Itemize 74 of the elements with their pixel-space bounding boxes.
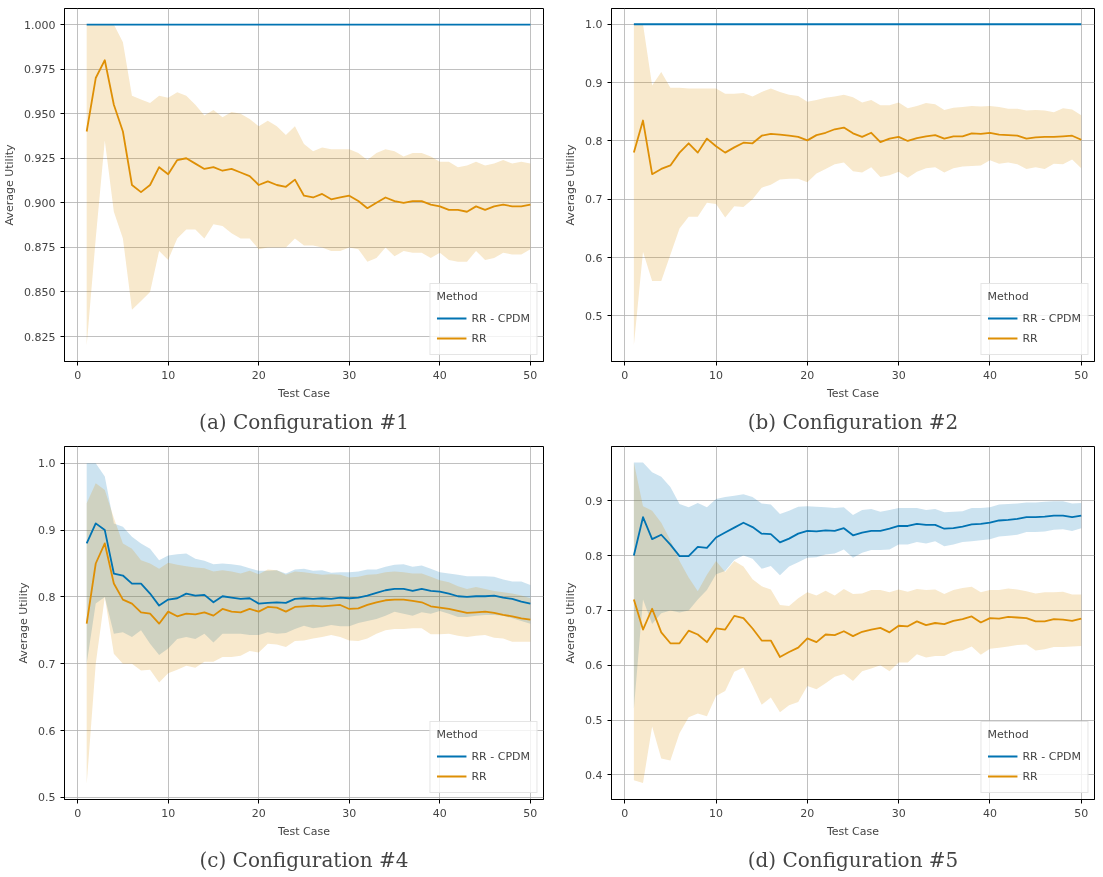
y-tick-label: 0.5 bbox=[585, 309, 603, 323]
x-tick-label: 30 bbox=[342, 368, 357, 382]
y-tick-label: 1.0 bbox=[585, 18, 603, 32]
y-tick-label: 0.825 bbox=[24, 330, 56, 344]
y-tick-label: 0.950 bbox=[24, 107, 56, 121]
legend-label: RR bbox=[1022, 769, 1039, 783]
y-tick-label: 0.7 bbox=[585, 193, 603, 207]
y-tick-label: 0.850 bbox=[24, 285, 56, 299]
legend-label: RR bbox=[1022, 331, 1039, 345]
legend-label: RR bbox=[471, 331, 488, 345]
x-tick-label: 10 bbox=[709, 368, 724, 382]
y-tick-label: 0.8 bbox=[38, 590, 56, 604]
y-tick-label: 0.875 bbox=[24, 241, 56, 255]
legend-title: Method bbox=[987, 290, 1030, 303]
y-tick-label: 1.0 bbox=[38, 457, 56, 471]
text: (d) Configuration #5 bbox=[747, 847, 959, 872]
x-tick-label: 40 bbox=[432, 368, 447, 382]
x-axis-title: Test Case bbox=[276, 824, 331, 838]
y-tick-label: 0.8 bbox=[585, 549, 603, 563]
x-tick-label: 30 bbox=[891, 806, 906, 820]
y-axis-title: Average Utility bbox=[3, 144, 17, 226]
y-tick-label: 0.7 bbox=[38, 657, 56, 671]
text: (b) Configuration #2 bbox=[747, 409, 959, 434]
y-tick-label: 0.7 bbox=[585, 604, 603, 618]
y-tick-label: 0.6 bbox=[38, 724, 56, 738]
y-tick-label: 0.6 bbox=[585, 659, 603, 673]
y-tick-label: 0.5 bbox=[38, 791, 56, 805]
legend-label: RR - CPDM bbox=[471, 311, 530, 325]
x-tick-label: 30 bbox=[342, 806, 357, 820]
x-tick-label: 10 bbox=[161, 806, 176, 820]
x-tick-label: 50 bbox=[523, 806, 538, 820]
y-tick-label: 0.900 bbox=[24, 196, 56, 210]
x-tick-label: 20 bbox=[251, 806, 266, 820]
legend-label: RR - CPDM bbox=[1022, 311, 1081, 325]
y-tick-label: 0.9 bbox=[585, 494, 603, 508]
legend-title: Method bbox=[987, 728, 1030, 741]
y-tick-label: 1.000 bbox=[24, 18, 56, 32]
x-tick-label: 0 bbox=[621, 806, 629, 820]
x-tick-label: 0 bbox=[74, 368, 82, 382]
x-tick-label: 40 bbox=[982, 806, 997, 820]
x-tick-label: 50 bbox=[1074, 806, 1089, 820]
x-axis-title: Test Case bbox=[825, 824, 880, 838]
x-tick-label: 40 bbox=[432, 806, 447, 820]
y-axis-title: Average Utility bbox=[17, 582, 31, 664]
x-tick-label: 20 bbox=[800, 368, 815, 382]
y-tick-label: 0.9 bbox=[585, 76, 603, 90]
x-tick-label: 20 bbox=[251, 368, 266, 382]
y-tick-label: 0.8 bbox=[585, 134, 603, 148]
y-tick-label: 0.9 bbox=[38, 524, 56, 538]
legend-title: Method bbox=[436, 290, 479, 303]
x-axis-title: Test Case bbox=[825, 386, 880, 400]
x-tick-label: 10 bbox=[709, 806, 724, 820]
legend-title: Method bbox=[436, 728, 479, 741]
text: (a) Configuration #1 bbox=[199, 409, 409, 434]
legend-label: RR - CPDM bbox=[1022, 749, 1081, 763]
legend-label: RR - CPDM bbox=[471, 749, 530, 763]
x-tick-label: 10 bbox=[161, 368, 176, 382]
x-tick-label: 50 bbox=[523, 368, 538, 382]
x-tick-label: 20 bbox=[800, 806, 815, 820]
text: (c) Configuration #4 bbox=[199, 847, 409, 872]
x-axis-title: Test Case bbox=[276, 386, 331, 400]
x-tick-label: 0 bbox=[74, 806, 82, 820]
legend-label: RR bbox=[471, 769, 488, 783]
y-axis-title: Average Utility bbox=[564, 144, 578, 226]
x-tick-label: 30 bbox=[891, 368, 906, 382]
y-tick-label: 0.925 bbox=[24, 152, 56, 166]
y-tick-label: 0.4 bbox=[585, 768, 603, 782]
y-tick-label: 0.5 bbox=[585, 714, 603, 728]
x-tick-label: 40 bbox=[982, 368, 997, 382]
y-axis-title: Average Utility bbox=[564, 582, 578, 664]
x-tick-label: 0 bbox=[621, 368, 629, 382]
y-tick-label: 0.975 bbox=[24, 63, 56, 77]
y-tick-label: 0.6 bbox=[585, 251, 603, 265]
x-tick-label: 50 bbox=[1074, 368, 1089, 382]
